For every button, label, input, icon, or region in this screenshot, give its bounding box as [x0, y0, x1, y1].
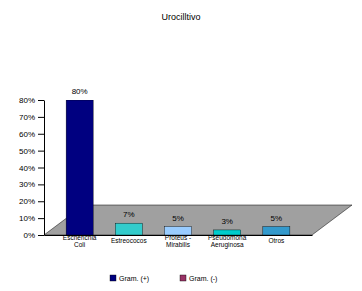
y-tick-label: 80% — [19, 96, 35, 105]
y-axis: 0% 10% 20% 30% 40% 50% 60% 70% 80% — [19, 96, 45, 240]
x-tick-label: EscherichiaColi — [63, 234, 97, 248]
y-tick: 50% — [19, 147, 44, 156]
bar — [214, 230, 241, 235]
data-label: 5% — [172, 214, 184, 223]
data-labels: 80% 7% 5% 3% 5% — [72, 87, 282, 226]
legend-swatch — [180, 275, 186, 281]
bars — [66, 100, 290, 235]
chart-svg: Urocilltivo 0% 10% 20% 30% 40% 50% 60% 70% 80% Esc… — [0, 0, 362, 291]
legend-swatch — [110, 275, 116, 281]
y-tick-label: 30% — [19, 180, 35, 189]
x-tick: Otros — [268, 235, 285, 244]
y-tick-mark — [38, 201, 44, 202]
x-tick-label: Proteus -Mirabilis — [165, 234, 191, 248]
y-tick-label: 40% — [19, 164, 35, 173]
y-tick-label: 20% — [19, 197, 35, 206]
x-tick: Proteus -Mirabilis — [165, 234, 191, 248]
y-tick-mark — [38, 151, 44, 152]
y-tick: 30% — [19, 180, 44, 189]
bar — [66, 100, 93, 235]
y-tick-label: 60% — [19, 130, 35, 139]
y-tick-label: 0% — [23, 231, 35, 240]
legend: Gram. (+) Gram. (-) — [110, 275, 217, 283]
bar — [115, 223, 142, 235]
y-tick-mark — [38, 218, 44, 219]
y-tick: 20% — [19, 197, 44, 206]
y-tick-mark — [38, 168, 44, 169]
chart-title: Urocilltivo — [161, 12, 200, 22]
y-tick-mark — [38, 184, 44, 185]
x-axis: EscherichiaColi Estreococos Proteus -Mirab… — [45, 234, 313, 249]
chart-container: Urocilltivo 0% 10% 20% 30% 40% 50% 60% 70% 80% Esc… — [0, 0, 362, 291]
y-tick-label: 50% — [19, 147, 35, 156]
x-tick: EscherichiaColi — [63, 234, 97, 248]
legend-item: Gram. (+) — [110, 275, 149, 283]
y-tick-label: 10% — [19, 214, 35, 223]
y-tick: 0% — [23, 231, 44, 240]
data-label: 7% — [123, 210, 135, 219]
legend-item: Gram. (-) — [180, 275, 217, 283]
y-tick: 60% — [19, 130, 44, 139]
y-tick-mark — [38, 134, 44, 135]
x-tick-label: Otros — [268, 237, 285, 244]
data-label: 3% — [221, 217, 233, 226]
legend-label: Gram. (-) — [189, 275, 217, 283]
y-tick-mark — [38, 100, 44, 101]
y-tick-mark — [38, 235, 44, 236]
x-tick-label: PseudomonaAeruginosa — [208, 234, 247, 249]
bar — [263, 227, 290, 235]
legend-label: Gram. (+) — [119, 275, 149, 283]
data-label: 5% — [271, 214, 283, 223]
y-tick: 80% — [19, 96, 44, 105]
x-tick-label: Estreococos — [111, 237, 148, 244]
y-tick: 40% — [19, 164, 44, 173]
plot: 0% 10% 20% 30% 40% 50% 60% 70% 80% EscherichiaCol… — [19, 87, 352, 249]
y-tick: 70% — [19, 113, 44, 122]
bar — [164, 227, 191, 235]
y-axis-line — [44, 101, 45, 236]
y-tick-label: 70% — [19, 113, 35, 122]
x-tick: Estreococos — [111, 235, 148, 244]
data-label: 80% — [72, 87, 88, 96]
y-tick: 10% — [19, 214, 44, 223]
x-tick: PseudomonaAeruginosa — [208, 234, 247, 249]
y-tick-mark — [38, 117, 44, 118]
